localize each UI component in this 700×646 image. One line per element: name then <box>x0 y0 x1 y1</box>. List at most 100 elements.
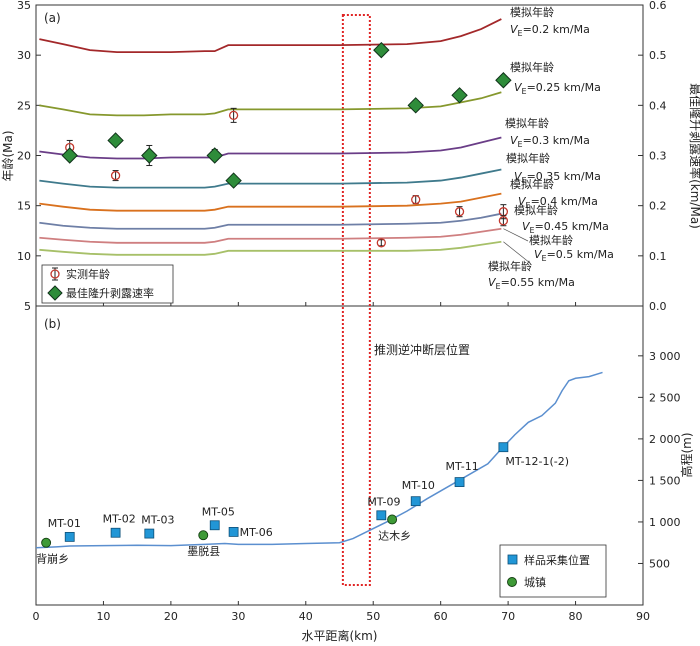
x-tick-label: 60 <box>434 610 448 623</box>
model-curve-rate: VE=0.5 km/Ma <box>534 248 614 263</box>
y2-tick-label: 0.1 <box>649 250 667 263</box>
model-curve-rate: VE=0.35 km/Ma <box>514 170 601 185</box>
model-curve-rate: VE=0.55 km/Ma <box>488 276 575 291</box>
measured-age-point <box>454 207 465 217</box>
model-age-curve <box>39 18 502 54</box>
y-tick-label: 25 <box>17 99 31 112</box>
elev-tick-label: 2 000 <box>649 433 681 446</box>
panel-b-label: (b) <box>44 317 61 331</box>
model-curve-rate: VE=0.3 km/Ma <box>510 134 590 149</box>
elev-tick-label: 1 500 <box>649 474 681 487</box>
legend-sample-label: 样品采集位置 <box>524 553 590 567</box>
x-tick-label: 50 <box>366 610 380 623</box>
y2-tick-label: 0.6 <box>649 0 667 12</box>
y2-tick-label: 0.3 <box>649 150 667 163</box>
x-tick-label: 20 <box>164 610 178 623</box>
model-curve-title: 模拟年龄 <box>510 60 554 74</box>
model-age-curve <box>39 212 502 230</box>
x-tick-label: 70 <box>501 610 515 623</box>
measured-age-point <box>228 110 239 121</box>
model-curve-rate: VE=0.4 km/Ma <box>518 195 598 210</box>
model-curve-title: 模拟年龄 <box>510 177 554 191</box>
measured-age-point <box>411 194 421 205</box>
model-curve-title: 模拟年龄 <box>505 116 549 130</box>
y-tick-label: 15 <box>17 200 31 213</box>
elev-tick-label: 2 500 <box>649 391 681 404</box>
sample-marker <box>228 527 239 537</box>
y-tick-label: 35 <box>17 0 31 12</box>
town-label: 墨脱县 <box>187 544 220 558</box>
best-rate-point <box>141 147 158 164</box>
y-axis-label: 年龄(Ma) <box>1 130 15 181</box>
y-tick-label: 5 <box>24 300 31 313</box>
x-axis-label: 水平距离(km) <box>301 628 377 643</box>
panel-a-label: (a) <box>44 11 61 25</box>
model-curve-title: 模拟年龄 <box>488 259 532 273</box>
sample-marker <box>64 531 75 542</box>
town-marker <box>41 537 52 548</box>
model-curve-rate: VE=0.25 km/Ma <box>514 81 601 96</box>
sample-marker <box>110 527 121 538</box>
model-curve-title: 模拟年龄 <box>514 203 558 217</box>
label-leader <box>503 241 531 264</box>
elev-axis-label: 高程(m) <box>679 432 694 477</box>
model-curve-title: 模拟年龄 <box>529 233 573 247</box>
sample-label: MT-09 <box>367 495 400 508</box>
sample-marker <box>454 477 465 487</box>
sample-label: MT-06 <box>240 526 273 539</box>
best-rate-point <box>451 87 468 104</box>
sample-label: MT-10 <box>402 479 435 492</box>
sample-label: MT-03 <box>141 514 174 527</box>
elev-tick-label: 500 <box>649 557 670 570</box>
best-rate-point <box>107 132 124 149</box>
x-tick-label: 10 <box>96 610 110 623</box>
model-curve-title: 模拟年龄 <box>510 5 554 19</box>
sample-label: MT-05 <box>202 505 235 518</box>
x-tick-label: 0 <box>33 610 40 623</box>
panel-b-frame <box>35 305 644 606</box>
legend-age-marker <box>50 269 60 279</box>
model-curve-rate: VE=0.2 km/Ma <box>510 23 590 38</box>
town-label: 达木乡 <box>378 529 411 542</box>
fault-zone-box <box>341 14 371 586</box>
model-age-curve <box>39 168 502 189</box>
legend-town-marker <box>507 577 517 587</box>
sample-marker <box>410 496 421 507</box>
sample-marker <box>376 510 387 521</box>
sample-label: MT-01 <box>48 517 81 530</box>
best-rate-point <box>61 147 78 164</box>
measured-age-point <box>498 216 509 226</box>
sample-marker <box>209 520 220 531</box>
y2-tick-label: 0.5 <box>649 49 667 62</box>
best-rate-point <box>206 147 223 164</box>
y-tick-label: 10 <box>17 250 31 263</box>
model-age-curve <box>39 240 502 256</box>
legend-b <box>499 544 607 598</box>
y2-axis-label: 最佳隆升剥露速率(km/Ma) <box>688 83 700 229</box>
elev-tick-label: 3 000 <box>649 350 681 363</box>
sample-label: MT-12-1(-2) <box>505 455 569 468</box>
x-tick-label: 30 <box>231 610 245 623</box>
sample-marker <box>144 528 155 539</box>
model-age-curve <box>39 192 502 212</box>
best-rate-point <box>225 172 242 189</box>
best-rate-point <box>373 41 390 59</box>
y2-tick-label: 0.4 <box>649 99 667 112</box>
legend-sample-marker <box>507 554 518 565</box>
town-marker <box>198 530 209 541</box>
model-age-curve <box>39 227 502 244</box>
model-age-curve <box>39 91 502 117</box>
legend-age-label: 实测年龄 <box>66 267 110 281</box>
sample-label: MT-11 <box>446 460 479 473</box>
y-tick-label: 30 <box>17 49 31 62</box>
x-tick-label: 40 <box>299 610 313 623</box>
fault-annotation: 推测逆冲断层位置 <box>374 342 470 357</box>
town-marker <box>387 514 398 525</box>
measured-age-point <box>376 238 386 248</box>
legend-rate-marker <box>47 285 63 301</box>
elev-tick-label: 1 000 <box>649 516 681 529</box>
elevation-profile <box>35 371 603 549</box>
town-label: 背崩乡 <box>36 552 69 566</box>
sample-marker <box>498 442 509 453</box>
